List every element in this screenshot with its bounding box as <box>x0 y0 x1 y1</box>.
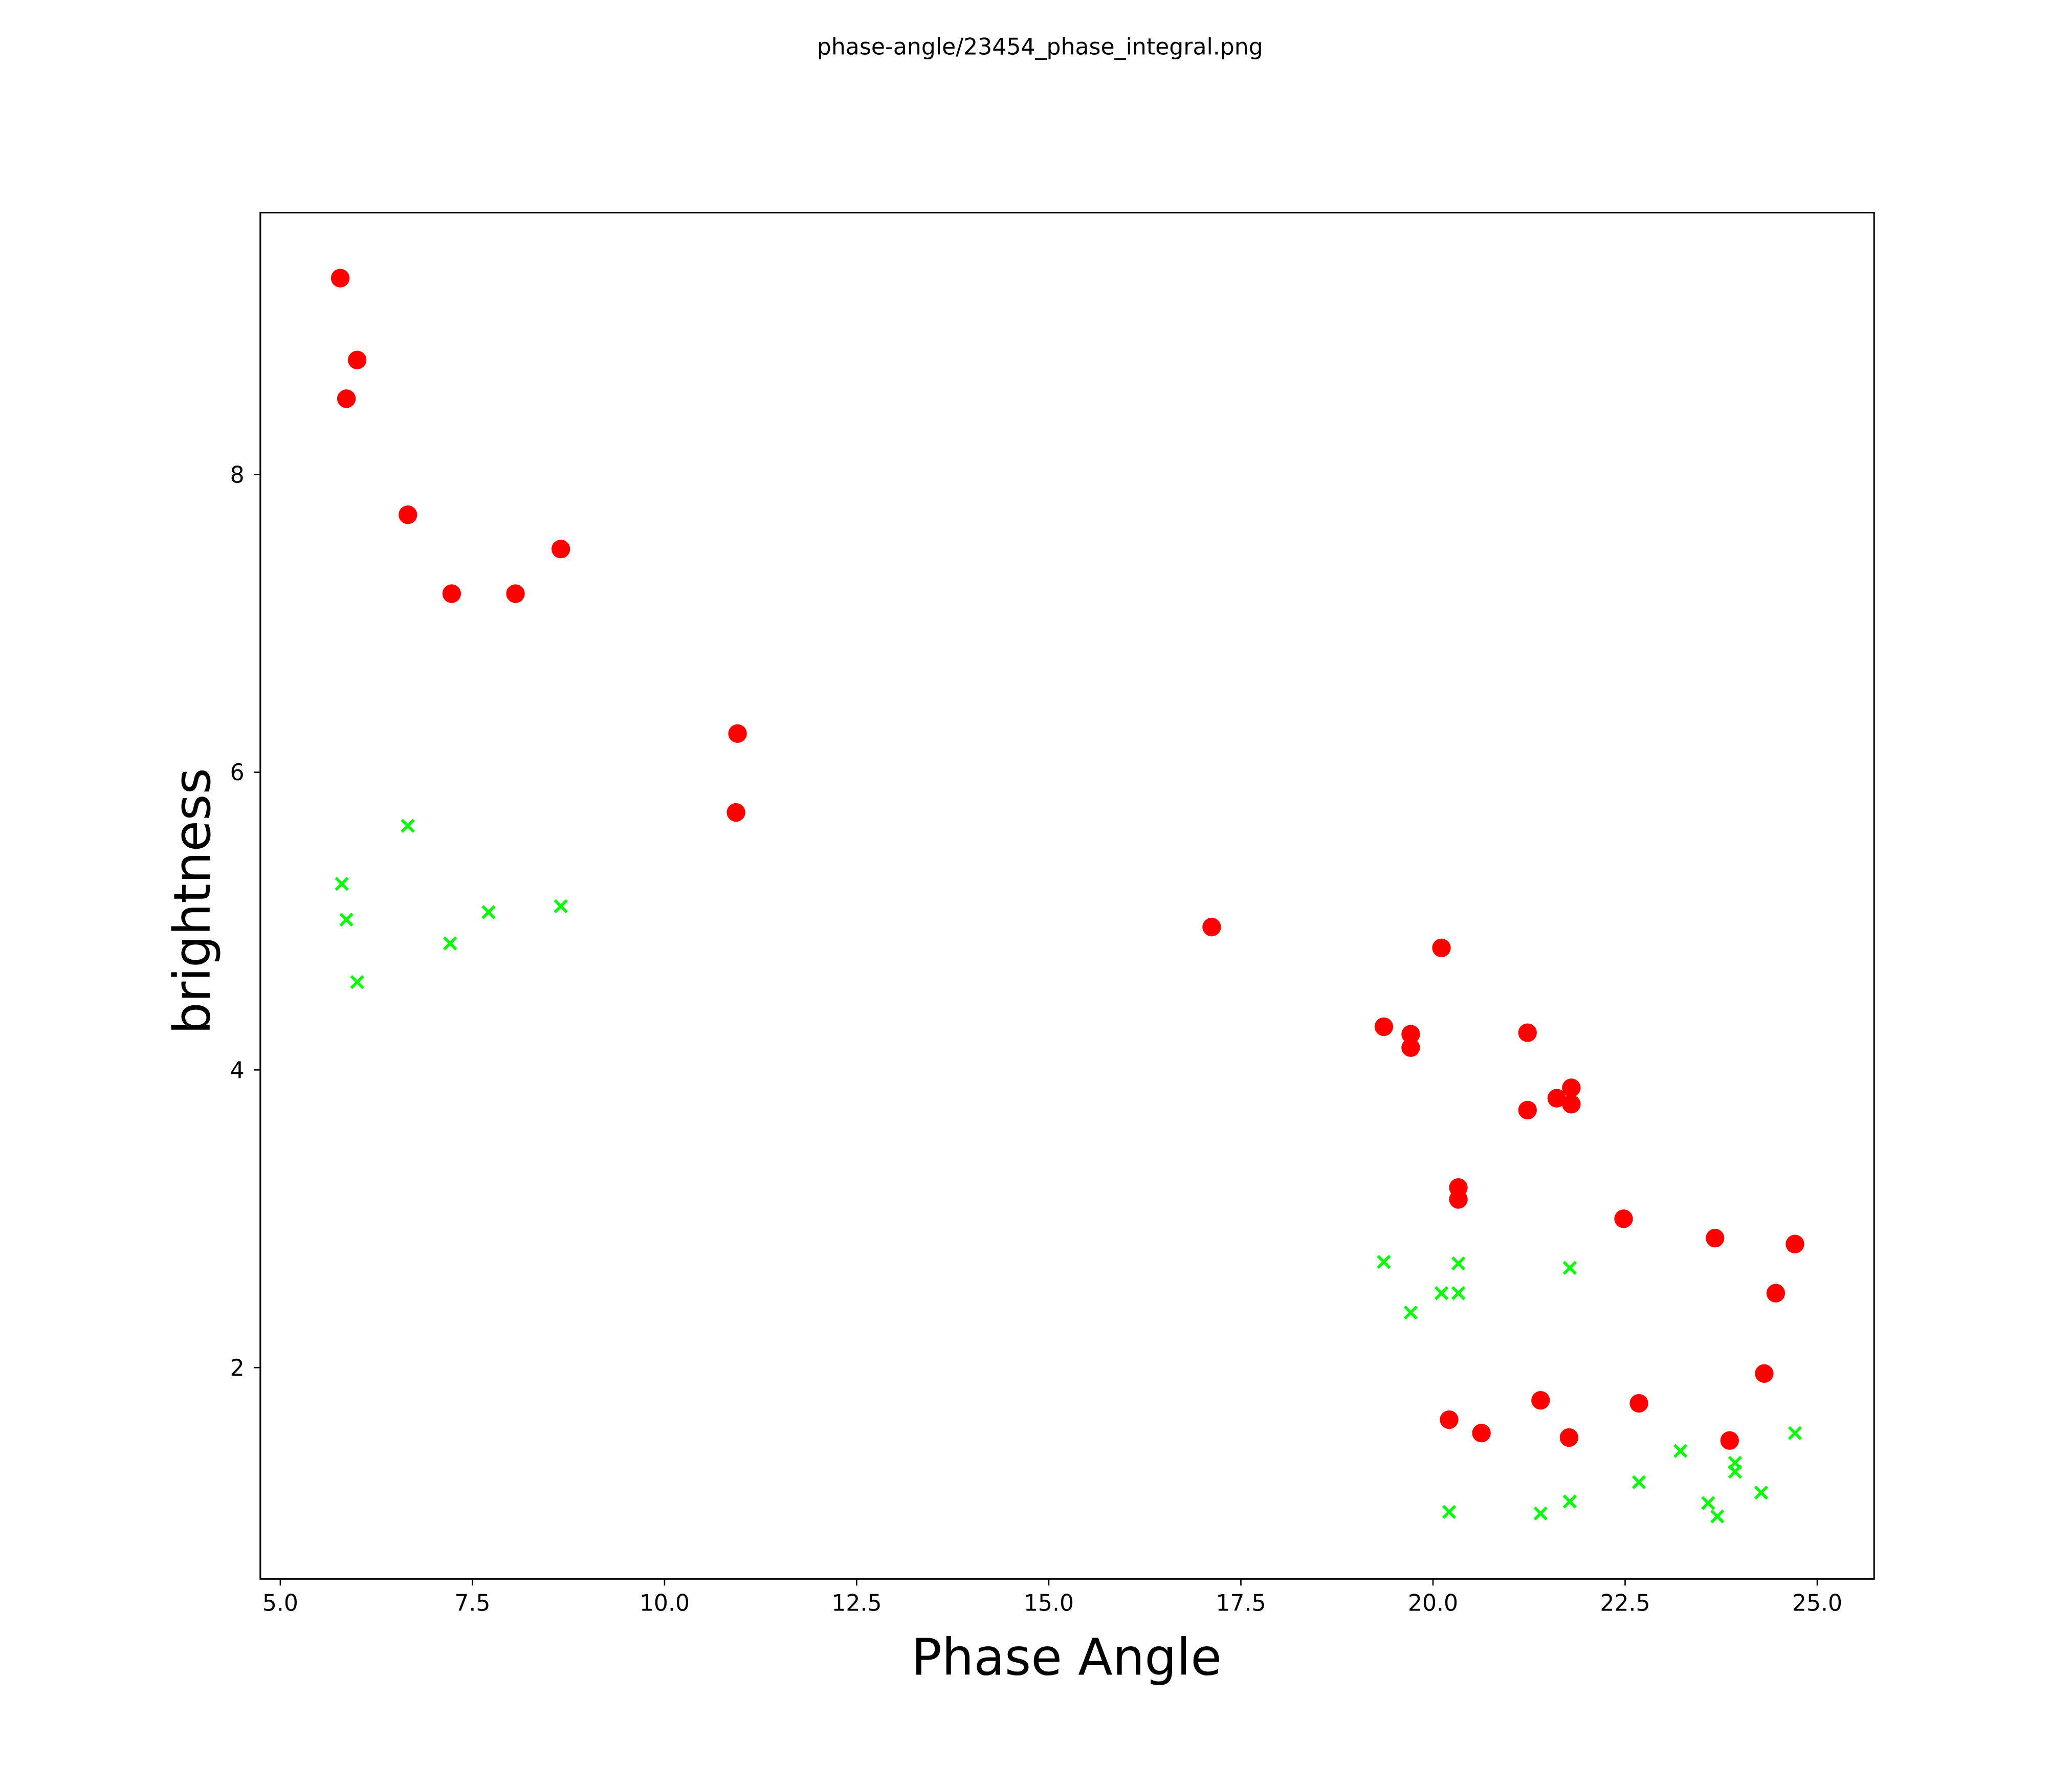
data-point-model <box>350 975 364 989</box>
x-tick-label: 15.0 <box>1024 1591 1074 1617</box>
data-point-observed <box>1562 1095 1581 1114</box>
data-point-observed <box>1720 1431 1739 1450</box>
data-point-observed <box>1706 1228 1725 1248</box>
data-point-model <box>1754 1485 1769 1500</box>
data-point-observed <box>1432 938 1451 957</box>
data-point-observed <box>399 505 417 524</box>
data-point-observed <box>728 724 747 743</box>
data-point-model <box>481 905 496 919</box>
data-point-model <box>1434 1286 1449 1300</box>
y-tick-label: 8 <box>230 462 245 488</box>
data-point-observed <box>1614 1209 1633 1228</box>
x-tick-label: 12.5 <box>831 1591 881 1617</box>
x-tick-label: 7.5 <box>454 1591 490 1617</box>
data-point-observed <box>347 350 367 369</box>
data-point-model <box>1562 1261 1577 1275</box>
data-point-observed <box>506 584 525 603</box>
data-point-model <box>1728 1465 1743 1479</box>
x-tick-label: 22.5 <box>1600 1591 1650 1617</box>
data-point-model <box>401 819 415 833</box>
x-tick-label: 25.0 <box>1792 1591 1842 1617</box>
data-point-model <box>335 876 349 891</box>
data-point-observed <box>1755 1364 1774 1383</box>
data-point-model <box>1632 1475 1646 1489</box>
y-axis-label: brightness <box>163 768 222 1034</box>
y-tick-label: 6 <box>230 760 245 786</box>
data-point-model <box>1377 1254 1391 1269</box>
data-point-observed <box>1531 1391 1550 1410</box>
x-tick-label: 20.0 <box>1408 1591 1458 1617</box>
data-point-observed <box>1202 917 1221 937</box>
data-point-model <box>339 912 354 927</box>
data-point-model <box>1701 1496 1715 1510</box>
data-point-observed <box>1629 1394 1648 1413</box>
chart-title: phase-angle/23454_phase_integral.png <box>817 34 1263 60</box>
data-point-model <box>1451 1256 1466 1271</box>
data-point-model <box>1788 1426 1802 1440</box>
data-point-observed <box>330 269 350 288</box>
x-tick-label: 17.5 <box>1216 1591 1266 1617</box>
data-point-observed <box>1786 1234 1804 1253</box>
data-point-observed <box>1559 1428 1579 1447</box>
data-point-observed <box>551 539 570 559</box>
y-tick-label: 2 <box>230 1355 245 1381</box>
data-point-observed <box>1547 1089 1566 1108</box>
data-point-observed <box>1449 1190 1468 1209</box>
x-tick-label: 10.0 <box>640 1591 690 1617</box>
data-point-observed <box>1440 1410 1459 1429</box>
x-tick-label: 5.0 <box>262 1591 298 1617</box>
data-point-observed <box>726 803 745 822</box>
y-axis-ticks: 2 4 6 8 <box>230 462 260 1381</box>
y-tick-label: 4 <box>230 1057 245 1084</box>
data-point-model <box>1710 1509 1725 1524</box>
data-point-model <box>1673 1444 1688 1458</box>
plot-marks <box>330 269 1804 1524</box>
data-point-model <box>1533 1506 1548 1521</box>
data-point-observed <box>1401 1038 1420 1057</box>
data-point-model <box>554 899 568 914</box>
data-point-model <box>443 936 457 951</box>
x-axis-label: Phase Angle <box>911 1628 1222 1687</box>
data-point-observed <box>337 389 356 408</box>
data-point-observed <box>1766 1284 1786 1303</box>
plot-frame <box>259 212 1875 1580</box>
data-point-model <box>1451 1286 1466 1300</box>
data-point-observed <box>1401 1025 1420 1044</box>
data-point-model <box>1403 1305 1418 1320</box>
data-point-observed <box>1472 1424 1491 1443</box>
data-point-model <box>1442 1505 1457 1519</box>
data-point-model <box>1562 1494 1577 1509</box>
data-point-observed <box>1518 1100 1537 1120</box>
data-point-observed <box>1518 1023 1537 1042</box>
x-axis-ticks: 5.0 7.5 10.0 12.5 15.0 17.5 20.0 22.5 25.0 <box>262 1579 1842 1617</box>
data-point-observed <box>442 584 461 603</box>
data-point-observed <box>1562 1078 1581 1097</box>
data-point-observed <box>1374 1017 1394 1036</box>
